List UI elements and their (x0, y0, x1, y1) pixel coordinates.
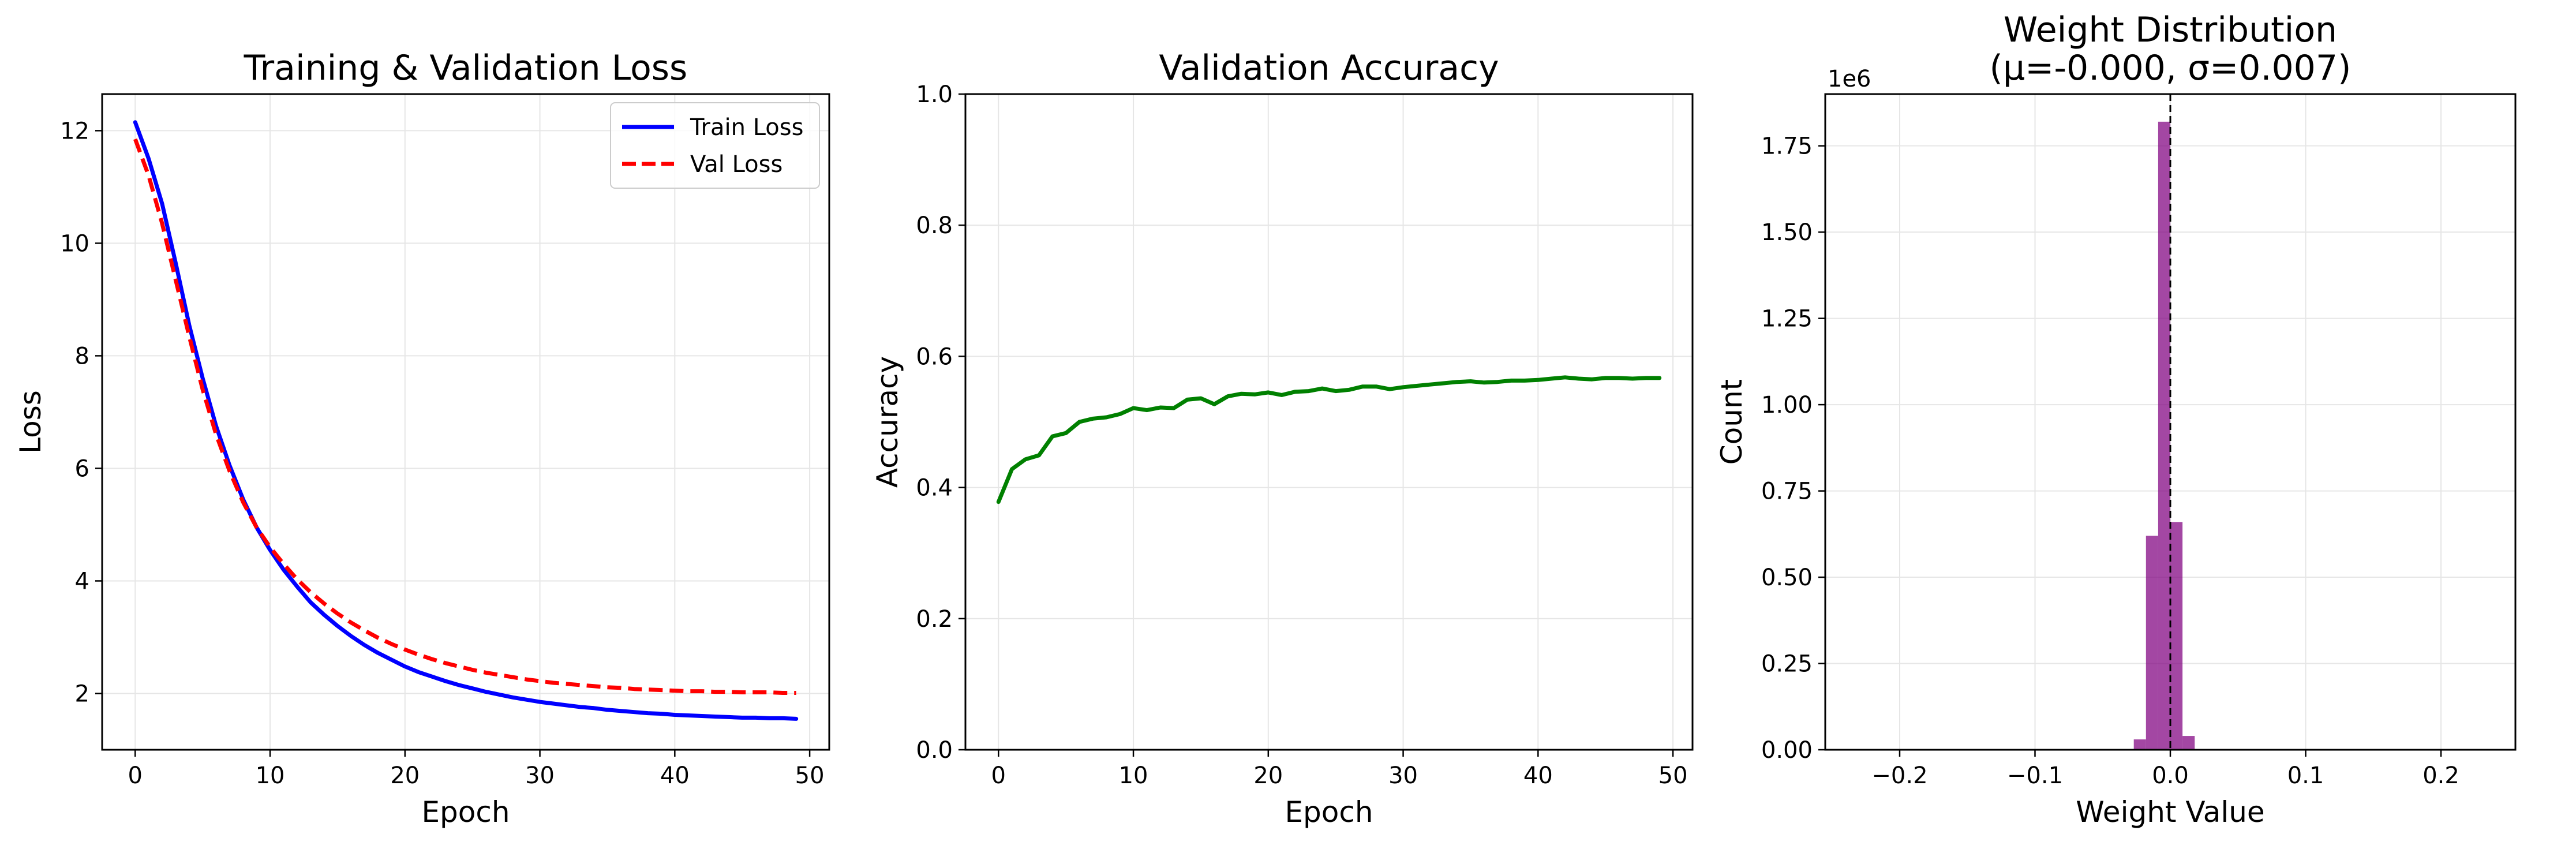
loss-x-tick-label: 50 (795, 762, 825, 789)
loss-chart-grid (102, 94, 829, 750)
accuracy-series-line (996, 375, 1662, 504)
accuracy-chart-title: Validation Accuracy (1159, 48, 1499, 88)
legend-label-val-loss: Val Loss (690, 151, 782, 178)
accuracy-x-tick-label: 50 (1658, 762, 1688, 789)
weights-y-tick-label: 1.50 (1761, 219, 1813, 246)
loss-chart-x-axis-label: Epoch (421, 795, 510, 829)
accuracy-chart-frame (964, 93, 1694, 751)
histogram-bar (2170, 522, 2183, 750)
weights-y-tick-label: 0.50 (1761, 564, 1813, 591)
accuracy-y-tick-label: 0.8 (916, 212, 953, 239)
loss-y-tick-label: 4 (75, 568, 89, 595)
accuracy-chart-x-axis-label: Epoch (1285, 795, 1373, 829)
loss-y-tick-label: 2 (75, 681, 89, 707)
weights-x-tick-label: 0.2 (2423, 762, 2459, 789)
accuracy-x-tick-label: 20 (1253, 762, 1283, 789)
accuracy-y-tick-label: 1.0 (916, 81, 953, 108)
weights-chart-panel: −0.2 −0.1 0.0 0.1 0.2 0.00 0.25 0.50 0.75 1.00 1.… (1715, 10, 2517, 829)
accuracy-y-tick-label: 0.0 (916, 737, 953, 764)
weights-x-tick-label: 0.0 (2152, 762, 2189, 789)
weights-y-tick-label: 0.75 (1761, 478, 1813, 505)
weights-chart-y-offset: 1e6 (1828, 66, 1871, 92)
loss-y-tick-label: 6 (75, 455, 89, 482)
loss-y-tick-label: 12 (60, 118, 89, 144)
accuracy-chart-y-axis-label: Accuracy (871, 356, 904, 488)
weights-chart-x-axis-label: Weight Value (2076, 795, 2264, 829)
weights-chart-x-ticks: −0.2 −0.1 0.0 0.1 0.2 (1871, 750, 2459, 789)
loss-chart-frame (101, 93, 830, 751)
weights-chart-subtitle: (μ=-0.000, σ=0.007) (1990, 48, 2352, 88)
weights-y-tick-label: 1.75 (1761, 133, 1813, 160)
loss-chart-panel: 0 10 20 30 40 50 2 4 6 8 10 12 Training & Validati… (14, 48, 830, 829)
loss-chart-y-axis-label: Loss (14, 390, 47, 454)
loss-chart-legend: Train Loss Val Loss (610, 102, 820, 189)
legend-label-train-loss: Train Loss (690, 114, 803, 141)
accuracy-y-tick-label: 0.6 (916, 343, 953, 370)
loss-chart-lines (133, 120, 799, 721)
weights-x-tick-label: −0.1 (2007, 762, 2063, 789)
weights-chart-y-axis-label: Count (1715, 379, 1748, 465)
accuracy-y-tick-label: 0.4 (916, 475, 953, 502)
weights-x-tick-label: −0.2 (1871, 762, 1927, 789)
accuracy-chart-y-ticks: 0.0 0.2 0.4 0.6 0.8 1.0 (916, 81, 965, 764)
accuracy-chart-x-ticks: 0 10 20 30 40 50 (991, 750, 1688, 789)
loss-x-tick-label: 0 (128, 762, 143, 789)
loss-x-tick-label: 20 (390, 762, 420, 789)
accuracy-chart-grid (965, 94, 1693, 750)
accuracy-chart-panel: 0 10 20 30 40 50 0.0 0.2 0.4 0.6 0.8 1.0 Validatio… (871, 48, 1694, 829)
weights-y-tick-label: 1.25 (1761, 306, 1813, 332)
train-loss-series-line (133, 120, 799, 721)
weights-chart-title: Weight Distribution (2004, 10, 2337, 50)
accuracy-chart-lines (996, 375, 1662, 504)
loss-y-tick-label: 10 (60, 230, 89, 257)
histogram-bar (2158, 121, 2170, 750)
histogram-bar (2182, 736, 2195, 750)
legend-box (610, 102, 820, 189)
loss-chart-x-ticks: 0 10 20 30 40 50 (128, 750, 825, 789)
accuracy-x-tick-label: 10 (1119, 762, 1148, 789)
histogram-bar (2133, 739, 2146, 750)
accuracy-x-tick-label: 0 (991, 762, 1006, 789)
weights-y-tick-label: 0.25 (1761, 651, 1813, 678)
loss-x-tick-label: 30 (525, 762, 555, 789)
loss-y-tick-label: 8 (75, 343, 89, 369)
weights-chart-bars (2133, 121, 2195, 750)
accuracy-y-tick-label: 0.2 (916, 606, 953, 633)
histogram-bar (2146, 536, 2158, 750)
val-loss-series-line (133, 138, 796, 695)
loss-x-tick-label: 40 (660, 762, 690, 789)
weights-y-tick-label: 0.00 (1761, 737, 1813, 764)
accuracy-x-tick-label: 40 (1523, 762, 1553, 789)
accuracy-x-tick-label: 30 (1388, 762, 1418, 789)
weights-x-tick-label: 0.1 (2287, 762, 2324, 789)
loss-chart-title: Training & Validation Loss (244, 48, 688, 88)
loss-x-tick-label: 10 (256, 762, 285, 789)
weights-chart-y-ticks: 0.00 0.25 0.50 0.75 1.00 1.25 1.50 1.75 (1761, 133, 1825, 764)
loss-chart-y-ticks: 2 4 6 8 10 12 (60, 118, 102, 707)
weights-y-tick-label: 1.00 (1761, 392, 1813, 418)
